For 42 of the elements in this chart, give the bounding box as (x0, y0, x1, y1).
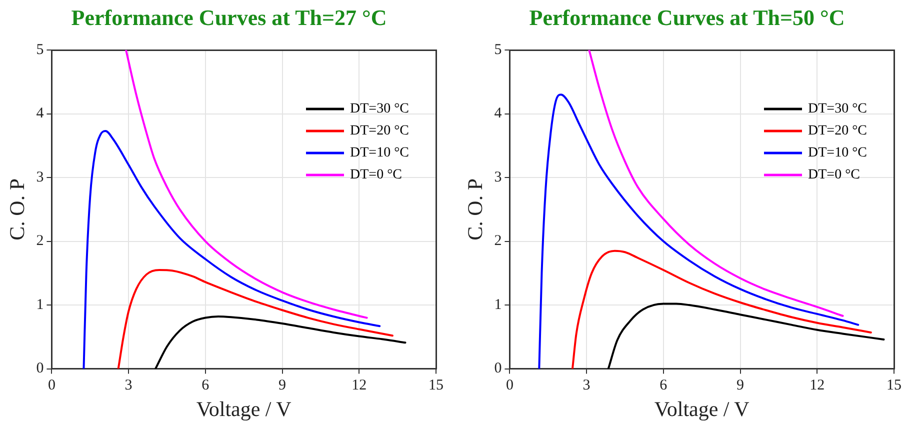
legend-label: DT=10 °C (350, 146, 410, 161)
y-tick-label: 4 (36, 106, 44, 122)
x-tick-label: 3 (124, 378, 132, 394)
y-tick-label: 0 (36, 360, 44, 377)
x-tick-label: 0 (48, 378, 56, 394)
y-axis-title: C. O. P (463, 178, 488, 240)
x-tick-label: 12 (810, 378, 825, 394)
line-series (607, 302, 885, 369)
y-tick-label: 3 (494, 169, 502, 186)
chart-title: Performance Curves at Th=50 °C (528, 4, 846, 32)
y-tick-label: 3 (36, 169, 44, 186)
x-axis-title: Voltage / V (654, 396, 750, 421)
y-tick-label: 5 (494, 42, 502, 58)
x-tick-label: 9 (278, 378, 286, 394)
y-tick-label: 5 (36, 42, 44, 58)
legend-label: DT=30 °C (808, 102, 868, 117)
y-tick-label: 0 (494, 360, 502, 377)
y-tick-label: 1 (36, 296, 44, 313)
y-tick-label: 1 (494, 296, 502, 313)
x-tick-label: 15 (886, 378, 902, 394)
line-series (154, 316, 406, 369)
y-tick-label: 4 (494, 106, 502, 122)
x-tick-label: 15 (428, 378, 444, 394)
x-tick-label: 9 (736, 378, 744, 394)
legend-label: DT=30 °C (350, 102, 410, 117)
x-tick-label: 0 (506, 378, 514, 394)
line-series (571, 250, 872, 369)
y-tick-label: 2 (36, 233, 44, 250)
x-tick-label: 6 (660, 378, 668, 394)
x-tick-label: 6 (202, 378, 210, 394)
y-tick-label: 2 (494, 233, 502, 250)
chart-title: Performance Curves at Th=27 °C (70, 4, 388, 32)
x-tick-label: 3 (582, 378, 590, 394)
legend-label: DT=10 °C (808, 146, 868, 161)
legend-label: DT=20 °C (350, 124, 410, 139)
legend-label: DT=0 °C (808, 168, 860, 183)
x-tick-label: 12 (352, 378, 367, 394)
line-series (117, 268, 394, 369)
legend-label: DT=0 °C (350, 168, 402, 183)
y-axis-title: C. O. P (5, 178, 30, 240)
legend-label: DT=20 °C (808, 124, 868, 139)
x-axis-title: Voltage / V (196, 396, 292, 421)
